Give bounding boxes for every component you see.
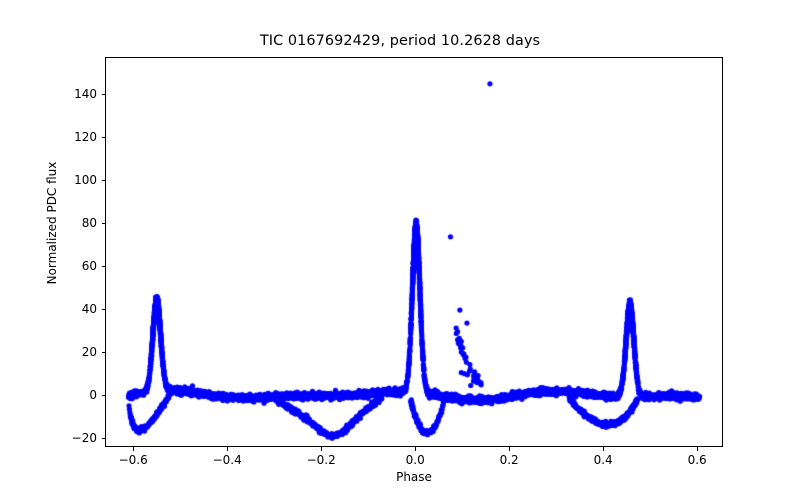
y-tick-label: 80: [81, 215, 97, 230]
x-tick-mark: [415, 447, 417, 451]
x-tick-label: −0.2: [306, 453, 336, 467]
y-tick-mark: [101, 266, 105, 268]
y-tick-mark: [101, 395, 105, 397]
page-title: TIC 0167692429, period 10.2628 days: [259, 33, 541, 49]
y-tick-label: −20: [71, 431, 97, 446]
y-tick-label: 140: [74, 86, 97, 101]
y-tick-label: 40: [81, 302, 97, 317]
y-axis-label: Normalized PDC flux: [45, 161, 59, 285]
x-tick-mark: [133, 447, 135, 451]
y-tick-mark: [101, 179, 105, 181]
x-tick-label: 0.0: [405, 453, 425, 467]
x-tick-mark: [697, 447, 699, 451]
x-axis-label: Phase: [396, 470, 432, 484]
y-tick-mark: [101, 309, 105, 311]
scatter-data-layer: [106, 58, 724, 448]
y-tick-mark: [101, 222, 105, 224]
y-tick-mark: [101, 136, 105, 138]
y-tick-label: 100: [74, 172, 97, 187]
y-tick-mark: [101, 438, 105, 440]
x-tick-mark: [603, 447, 605, 451]
x-tick-label: −0.6: [118, 453, 148, 467]
x-tick-mark: [509, 447, 511, 451]
x-tick-label: −0.4: [212, 453, 242, 467]
x-tick-mark: [227, 447, 229, 451]
y-tick-label: 60: [81, 259, 97, 273]
plot-axes-frame: [105, 57, 724, 448]
y-tick-label: 120: [74, 129, 97, 144]
x-tick-mark: [321, 447, 323, 451]
x-tick-label: 0.4: [593, 453, 613, 467]
y-tick-label: 20: [81, 345, 97, 360]
y-tick-mark: [101, 93, 105, 95]
y-tick-label: 0: [89, 388, 97, 403]
x-tick-label: 0.6: [687, 453, 707, 467]
y-tick-mark: [101, 352, 105, 354]
x-tick-label: 0.2: [499, 453, 519, 467]
